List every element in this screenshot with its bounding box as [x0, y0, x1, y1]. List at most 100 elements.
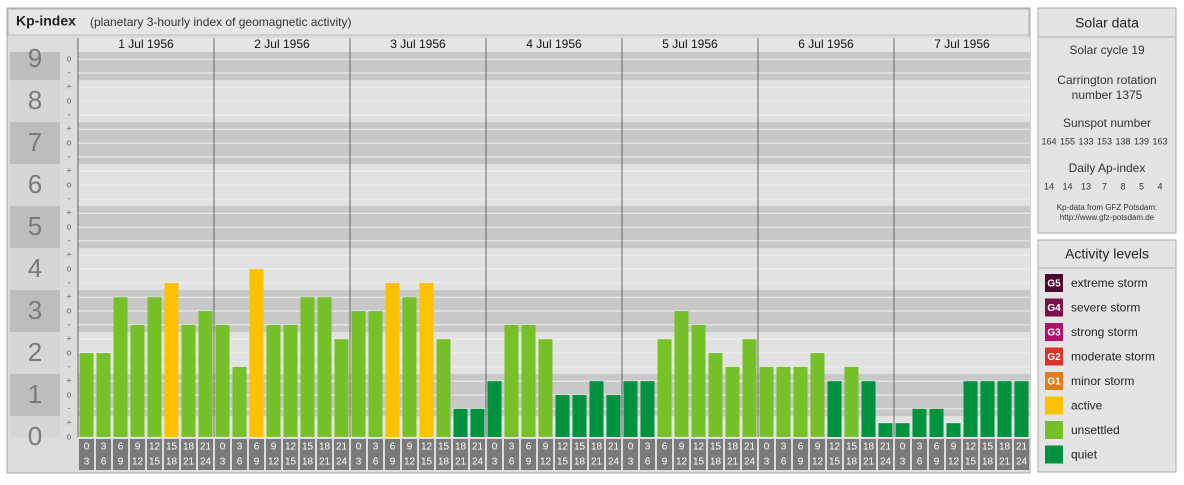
- hour-box: [912, 439, 927, 470]
- hour-end: 12: [404, 457, 416, 468]
- hour-box: [827, 439, 842, 470]
- hour-start: 18: [727, 442, 739, 453]
- hour-end: 6: [373, 457, 379, 468]
- hour-start: 15: [982, 442, 994, 453]
- hour-start: 0: [356, 442, 362, 453]
- bar: [980, 381, 995, 437]
- hour-box: [453, 439, 468, 470]
- hour-start: 9: [407, 442, 413, 453]
- y-label-band: [10, 206, 60, 249]
- y-tick-label: 5: [28, 211, 42, 241]
- hour-end: 21: [319, 457, 331, 468]
- day-label: 7 Jul 1956: [934, 37, 990, 51]
- hour-start: 0: [900, 442, 906, 453]
- hour-start: 15: [302, 442, 314, 453]
- hour-end: 24: [744, 457, 756, 468]
- hour-end: 18: [846, 457, 858, 468]
- legend-badge: G4: [1047, 303, 1061, 314]
- hour-start: 21: [608, 442, 620, 453]
- solar-title: Solar data: [1075, 15, 1139, 31]
- hour-end: 3: [220, 457, 226, 468]
- minor-tick-label: o: [66, 221, 71, 231]
- hour-start: 6: [798, 442, 804, 453]
- minor-tick-label: +: [66, 334, 71, 344]
- bar: [334, 339, 349, 437]
- ap-value: 7: [1102, 181, 1107, 191]
- hour-end: 12: [268, 457, 280, 468]
- legend-badge: G1: [1047, 377, 1061, 388]
- hour-box: [402, 439, 417, 470]
- hour-box: [283, 439, 298, 470]
- band: [78, 416, 1030, 437]
- minor-tick-label: o: [66, 54, 71, 64]
- legend-label: extreme storm: [1071, 276, 1148, 290]
- hour-start: 21: [200, 442, 212, 453]
- day-label: 4 Jul 1956: [526, 37, 582, 51]
- minor-tick-label: o: [66, 347, 71, 357]
- hour-box: [793, 439, 808, 470]
- ap-value: 14: [1062, 181, 1072, 191]
- legend-title: Activity levels: [1065, 246, 1149, 262]
- hour-start: 3: [373, 442, 379, 453]
- legend-swatch: [1045, 323, 1063, 341]
- hour-box: [895, 439, 910, 470]
- legend-badge: G2: [1047, 352, 1061, 363]
- bar: [623, 381, 638, 437]
- bar: [147, 297, 162, 437]
- hour-start: 6: [118, 442, 124, 453]
- minor-tick-label: -: [68, 109, 71, 119]
- header-bar: [7, 8, 1030, 36]
- y-label-band: [10, 122, 60, 165]
- hour-end: 6: [101, 457, 107, 468]
- bar: [606, 395, 621, 437]
- hour-end: 6: [781, 457, 787, 468]
- hour-start: 6: [526, 442, 532, 453]
- hour-box: [130, 439, 145, 470]
- y-label-band: [10, 290, 60, 333]
- minor-tick-label: +: [66, 418, 71, 428]
- hour-start: 9: [815, 442, 821, 453]
- hour-end: 3: [356, 457, 362, 468]
- ap-value: 8: [1120, 181, 1125, 191]
- hour-box: [334, 439, 349, 470]
- minor-tick-label: o: [66, 137, 71, 147]
- hour-box: [1014, 439, 1029, 470]
- bar: [419, 282, 434, 437]
- y-label-band: [10, 80, 60, 123]
- hour-box: [980, 439, 995, 470]
- hour-start: 12: [829, 442, 841, 453]
- hour-box: [844, 439, 859, 470]
- minor-tick-label: +: [66, 292, 71, 302]
- legend-swatch: [1045, 421, 1063, 439]
- hour-box: [946, 439, 961, 470]
- minor-tick-label: o: [66, 179, 71, 189]
- bar: [232, 366, 247, 437]
- y-tick-label: 0: [28, 421, 42, 451]
- hour-start: 21: [880, 442, 892, 453]
- legend-label: moderate storm: [1071, 350, 1155, 364]
- minor-tick-label: -: [68, 151, 71, 161]
- hour-start: 3: [917, 442, 923, 453]
- hour-start: 6: [254, 442, 260, 453]
- bar: [215, 324, 230, 437]
- sunspot-value: 164: [1041, 136, 1056, 146]
- bar: [708, 353, 723, 437]
- hour-end: 12: [676, 457, 688, 468]
- bar: [997, 381, 1012, 437]
- hour-box: [368, 439, 383, 470]
- y-tick-label: 7: [28, 127, 42, 157]
- legend-swatch: [1045, 274, 1063, 292]
- band: [78, 52, 1030, 81]
- hour-end: 24: [608, 457, 620, 468]
- hour-start: 18: [455, 442, 467, 453]
- sunspot-value: 133: [1078, 136, 1093, 146]
- hour-end: 21: [183, 457, 195, 468]
- minor-tick-label: +: [66, 250, 71, 260]
- hour-box: [487, 439, 502, 470]
- bar: [249, 269, 264, 437]
- bar: [674, 311, 689, 437]
- hour-start: 15: [438, 442, 450, 453]
- hour-box: [555, 439, 570, 470]
- hour-start: 21: [336, 442, 348, 453]
- hour-end: 9: [934, 457, 940, 468]
